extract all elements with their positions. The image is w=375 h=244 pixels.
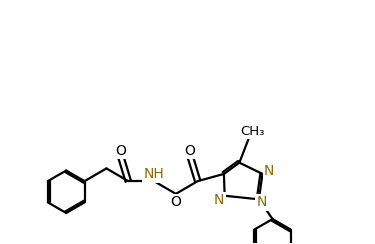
Text: O: O <box>170 195 181 209</box>
Text: O: O <box>184 144 195 158</box>
Text: N: N <box>214 193 224 207</box>
Text: O: O <box>115 144 126 158</box>
Text: N: N <box>264 164 274 178</box>
Text: CH₃: CH₃ <box>240 125 264 138</box>
Text: NH: NH <box>144 167 164 182</box>
Text: N: N <box>257 195 267 209</box>
